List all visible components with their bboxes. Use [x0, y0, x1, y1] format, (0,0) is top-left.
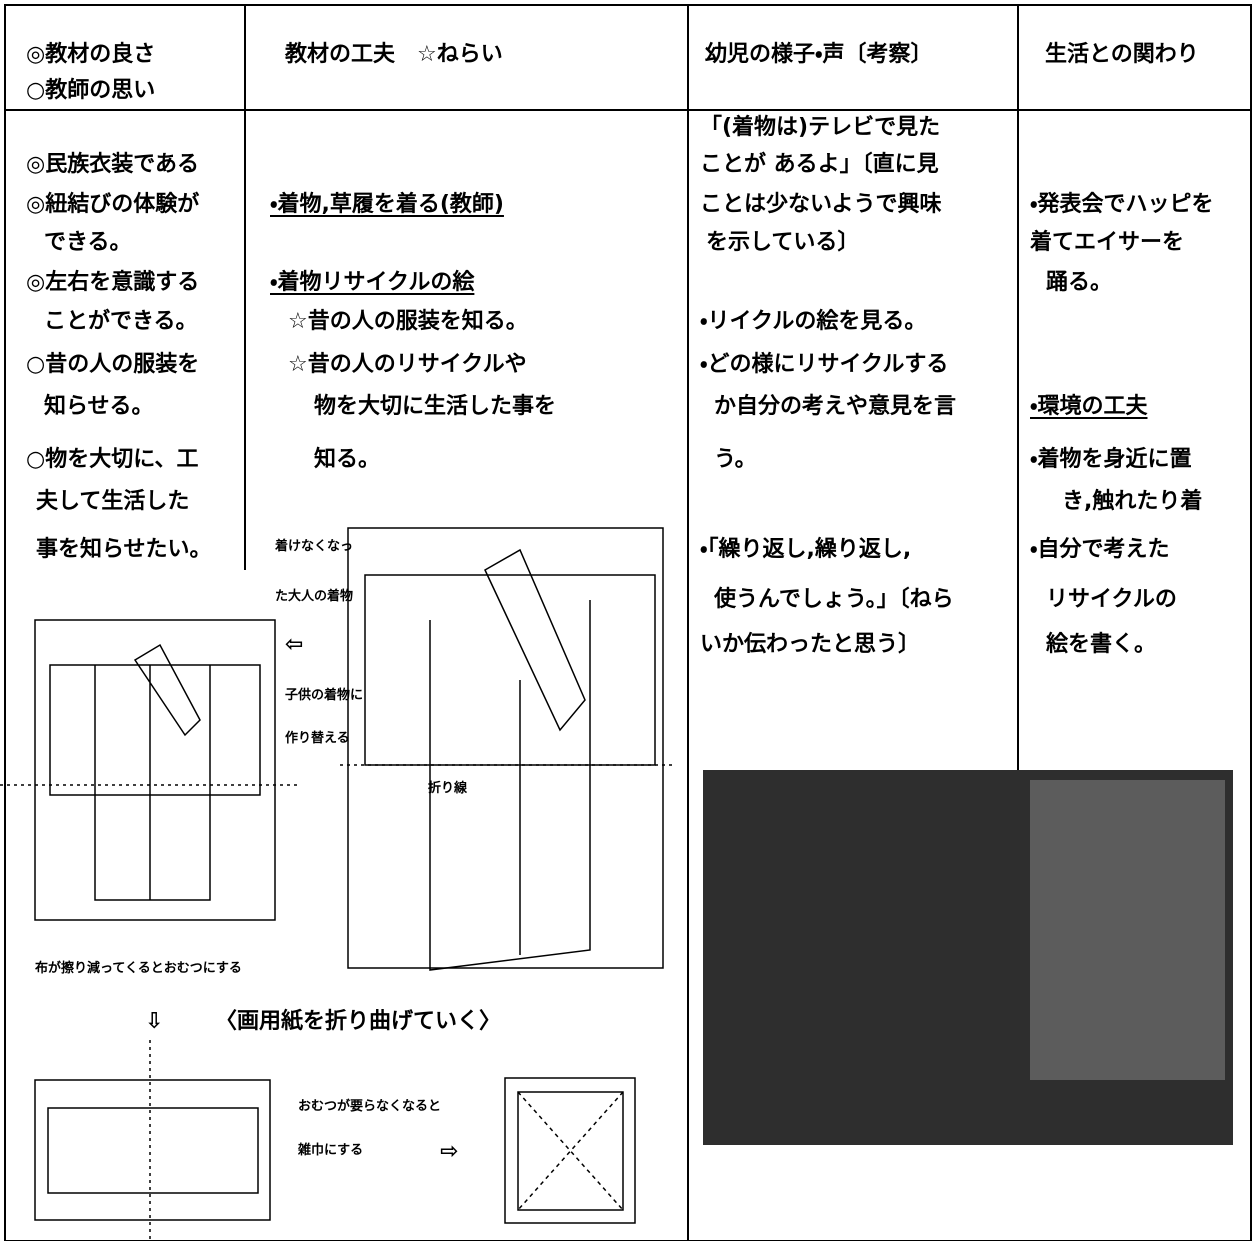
cell-line: 知らせる。 [44, 394, 154, 419]
cell-line: ◎左右を意識する [26, 270, 200, 295]
figure-label: 作り替える [285, 731, 350, 746]
cell-line: ・どの様にリサイクルする [700, 352, 949, 377]
cell-line: ○昔の人の服装を [26, 352, 200, 377]
figure-label: ⇨ [440, 1139, 459, 1164]
figure-label: ⇩ [145, 1009, 164, 1034]
figure-label: 折り線 [428, 781, 468, 796]
cell-line: いか伝わったと思う〕 [700, 632, 921, 657]
cell-line: か自分の考えや意見を言 [714, 394, 957, 419]
cell-line: ☆昔の人のリサイクルや [288, 352, 527, 377]
cell-line: 使うんでしょう。」〔ねら [714, 587, 954, 612]
cell-line: ○物を大切に、工 [26, 447, 199, 472]
cell-line: ことができる。 [44, 309, 198, 334]
cell-line: ・着物リサイクルの絵 [270, 270, 475, 295]
figure-label: 雑巾にする [298, 1143, 364, 1158]
cell-line: 絵を書く。 [1046, 632, 1157, 657]
table-lines [4, 4, 1252, 1241]
cell-line: 夫して生活した [36, 489, 190, 514]
figure-label: 〈画用紙を折り曲げていく〉 [215, 1009, 502, 1034]
cell-line: 知る。 [314, 447, 381, 472]
header-cell: 教材の工夫 ☆ねらい [285, 42, 503, 67]
figure-label: 子供の着物に [285, 688, 364, 703]
cell-line: ・環境の工夫 [1030, 394, 1148, 419]
photo-detail [1030, 780, 1225, 1080]
cell-line: ☆昔の人の服装を知る。 [288, 309, 528, 334]
cell-line: ・発表会でハッピを [1030, 192, 1214, 217]
cell-line: ことが あるよ」〔直に見 [700, 152, 939, 177]
figure-label: た大人の着物 [275, 589, 354, 604]
header-cell: ○教師の思い [26, 78, 156, 103]
cell-line: 「(着物は)テレビで見た [700, 115, 941, 140]
cell-line: 事を知らせたい。 [36, 537, 212, 562]
cell-line: ◎民族衣装である [26, 152, 199, 177]
cell-line: き,触れたり着 [1062, 489, 1203, 514]
cell-line: ことは少ないようで興味 [700, 192, 942, 217]
cell-line: ・リイクルの絵を見る。 [700, 309, 927, 334]
cell-line: ◎紐結びの体験が [26, 192, 200, 217]
cell-line: う。 [714, 447, 757, 472]
figure-label: 布が擦り減ってくるとおむつにする [35, 961, 242, 976]
kimono-drawings [0, 527, 675, 1241]
figure-label: ⇦ [285, 632, 304, 657]
header-cell: ◎教材の良さ [26, 42, 156, 67]
cell-line: 踊る。 [1046, 270, 1113, 295]
cell-line: できる。 [44, 230, 132, 255]
cell-line: 着てエイサーを [1030, 230, 1185, 255]
header-cell: 生活との関わり [1045, 42, 1199, 67]
header-cell: 幼児の様子・声〔考察〕 [705, 42, 933, 67]
cell-line: ・自分で考えた [1030, 537, 1170, 562]
cell-line: ・着物を身近に置 [1030, 447, 1192, 472]
cell-line: ・「繰り返し,繰り返し, [700, 537, 912, 562]
cell-line: ・着物,草履を着る(教師) [270, 192, 504, 217]
cell-line: リサイクルの [1046, 587, 1177, 612]
figure-label: 着けなくなっ [275, 539, 354, 554]
cell-line: 物を大切に生活した事を [314, 394, 557, 419]
figure-label: おむつが要らなくなると [298, 1099, 442, 1114]
cell-line: を示している〕 [706, 230, 860, 255]
